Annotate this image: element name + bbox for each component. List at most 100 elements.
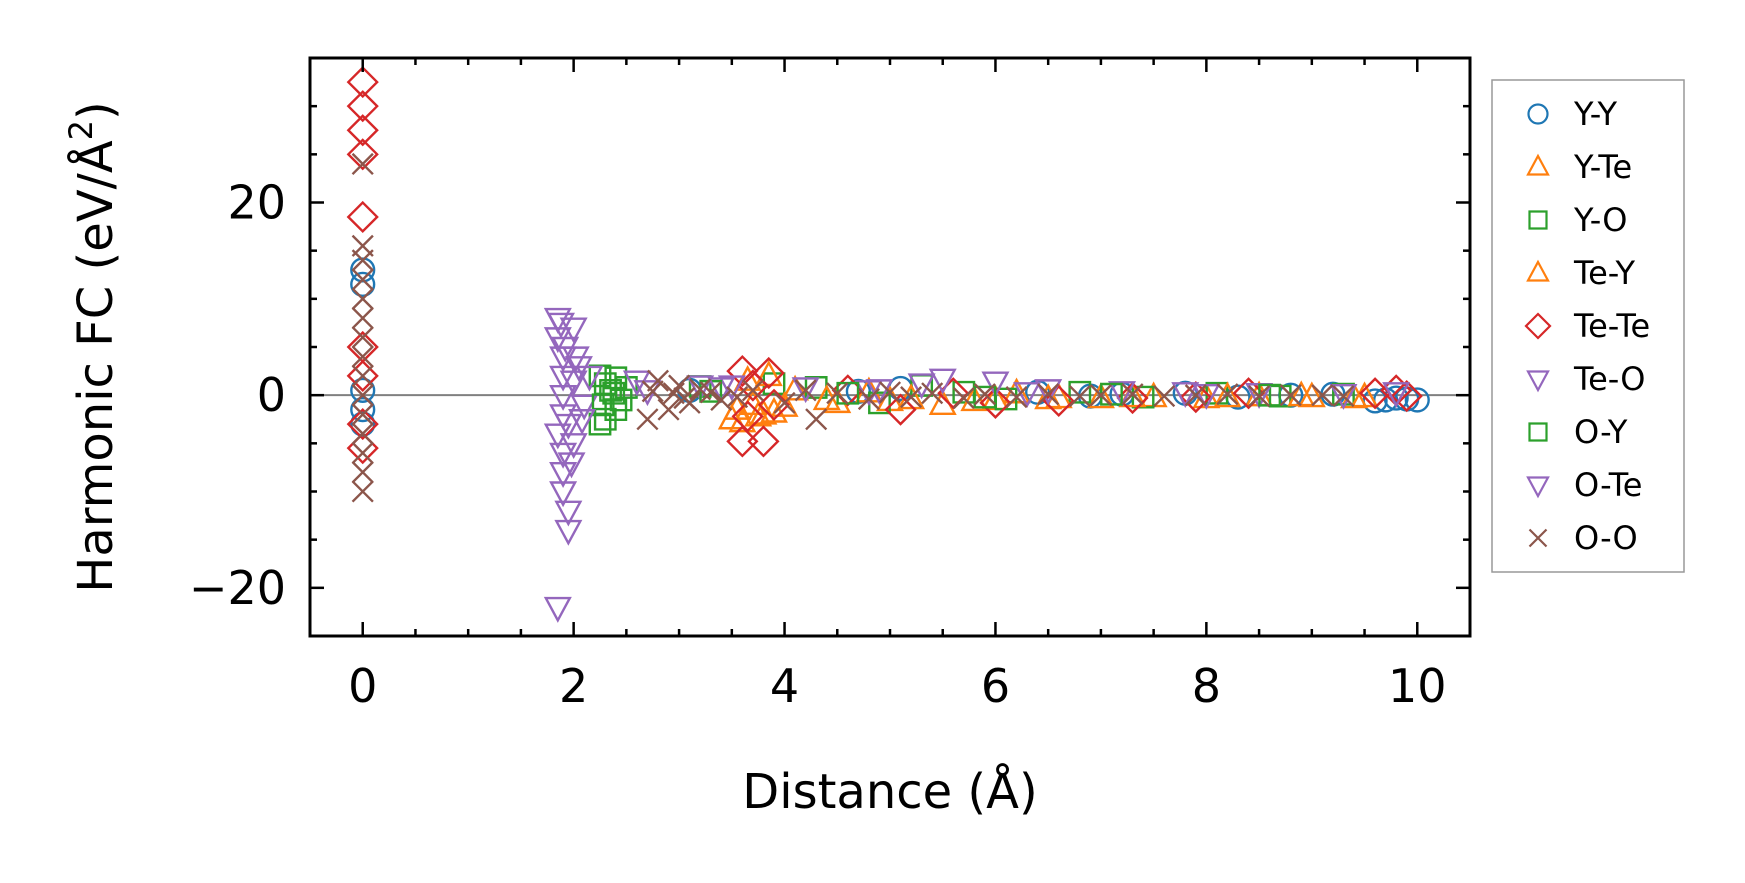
legend-entries: Y-Y Y-Te Y-O Te-Y Te-Te Te-O O-Y O-Te O-O: [1524, 95, 1650, 557]
x-tick-label: 2: [559, 659, 588, 713]
data-point: [773, 391, 796, 414]
data-point: [1248, 385, 1271, 408]
data-point: [554, 413, 583, 440]
data-point: [575, 365, 604, 392]
data-point: [699, 381, 722, 404]
legend-entry: O-Y: [1528, 413, 1628, 451]
data-point: [351, 441, 374, 465]
legend-label: O-Y: [1574, 413, 1628, 451]
data-point: [609, 388, 633, 412]
data-point: [1100, 382, 1123, 406]
data-point: [921, 382, 944, 405]
data-point: [551, 336, 580, 363]
data-point: [1382, 382, 1411, 409]
legend-marker-icon: [1526, 153, 1550, 176]
data-point: [1390, 380, 1423, 413]
legend-marker-icon: [1524, 312, 1552, 340]
data-point: [351, 287, 374, 310]
data-point: [865, 379, 894, 406]
data-point: [351, 152, 374, 176]
data-point: [928, 368, 957, 395]
legend-label: Te-Te: [1573, 307, 1650, 345]
data-point: [350, 257, 376, 283]
data-point: [770, 391, 799, 417]
data-point: [1179, 380, 1212, 414]
legend-marker-icon: [1528, 422, 1548, 442]
legend-frame: [1491, 79, 1685, 573]
data-point: [561, 346, 590, 373]
y-axis-label-main: Harmonic FC (eV/Å: [67, 140, 124, 593]
data-point: [557, 452, 586, 479]
data-point: [826, 382, 849, 405]
data-point: [1192, 384, 1221, 410]
data-point: [1311, 384, 1334, 407]
legend-marker-icon: [1527, 103, 1549, 125]
data-point: [726, 354, 759, 388]
data-point: [350, 397, 376, 423]
data-point: [351, 307, 374, 330]
data-point: [1131, 385, 1155, 409]
data-point: [726, 386, 749, 409]
data-point: [559, 317, 588, 344]
data-point: [836, 381, 860, 405]
data-point: [1205, 381, 1229, 405]
data-point: [884, 393, 917, 426]
data-point: [1037, 383, 1060, 406]
data-point: [754, 360, 783, 387]
data-point: [1068, 385, 1091, 408]
legend-entry: Te-Te: [1524, 307, 1650, 345]
data-point: [346, 90, 379, 123]
legend-label: Te-O: [1573, 360, 1645, 398]
y-axis-label-close: ): [68, 101, 124, 120]
data-point: [593, 407, 617, 431]
data-point: [351, 268, 374, 291]
legend-marker-icon: [1528, 528, 1548, 548]
data-point: [717, 375, 746, 402]
legend-marker-icon: [1526, 370, 1550, 393]
data-point: [350, 411, 376, 437]
y-axis-label: Harmonic FC (eV/Å2): [62, 101, 124, 593]
data-point: [554, 519, 583, 546]
data-point: [726, 425, 759, 458]
data-point: [741, 379, 764, 402]
data-point: [900, 386, 923, 409]
x-axis-label: Distance (Å): [742, 763, 1037, 820]
data-point: [351, 364, 374, 387]
legend: Y-Y Y-Te Y-O Te-Y Te-Te Te-O O-Y O-Te O-O: [1491, 79, 1685, 573]
data-point: [549, 365, 578, 392]
data-point: [604, 398, 628, 422]
data-point: [554, 500, 583, 527]
legend-marker-icon: [1526, 259, 1550, 282]
tick-labels: 0 2 4 6 8 10 −20 0 20: [189, 176, 1447, 714]
x-tick-label: 6: [981, 659, 1010, 713]
data-point: [1232, 377, 1265, 410]
data-point: [1068, 380, 1092, 404]
data-point: [350, 271, 376, 297]
data-point: [346, 114, 379, 147]
data-point: [907, 373, 936, 400]
data-point: [1116, 381, 1149, 415]
data-point: [1034, 379, 1063, 406]
data-point: [636, 408, 659, 431]
data-point: [897, 383, 926, 410]
legend-label: Y-Y: [1573, 95, 1618, 133]
data-point: [1013, 382, 1042, 409]
data-point: [1184, 384, 1207, 407]
data-point: [731, 400, 764, 433]
legend-entry: O-Te: [1526, 466, 1642, 504]
data-point: [591, 393, 615, 417]
data-point: [543, 596, 572, 623]
data-point: [794, 379, 817, 402]
data-point: [351, 422, 374, 445]
series-o-o: [351, 152, 1355, 503]
y-tick-label: 20: [227, 176, 286, 230]
data-point: [346, 138, 379, 171]
data-point: [1279, 384, 1302, 407]
data-point: [346, 200, 379, 234]
x-tick-label: 10: [1388, 659, 1447, 713]
data-point: [351, 249, 374, 272]
data-point: [662, 382, 685, 405]
data-point: [857, 387, 880, 411]
data-point: [707, 377, 736, 404]
